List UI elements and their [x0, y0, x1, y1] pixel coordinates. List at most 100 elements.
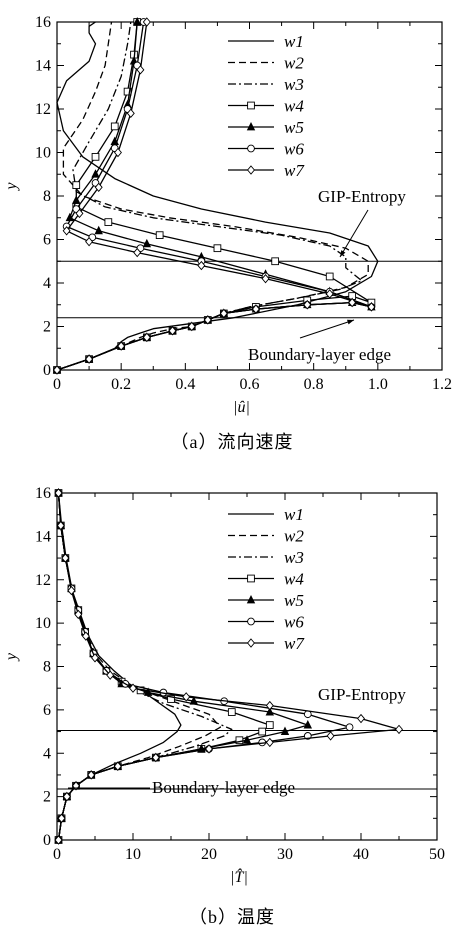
y-tick-label: 16 — [35, 14, 51, 31]
velocity-chart-panel: 0 0.2 0.4 0.6 0.8 1.0 1.2 0 2 4 6 8 10 12 14 16 |û| y w1 w2… — [3, 14, 452, 452]
legend-marker-w6 — [247, 617, 255, 626]
y-axis-label: y — [3, 652, 20, 662]
y-tick-label: 12 — [35, 572, 51, 589]
data-point-w7 — [54, 835, 63, 845]
x-tick-label: 40 — [353, 846, 369, 863]
legend-label-w6: w6 — [284, 140, 304, 159]
y-tick-label: 16 — [35, 485, 51, 502]
y-tick-label: 8 — [43, 659, 51, 676]
data-point-w7 — [56, 520, 65, 531]
legend-label-w5: w5 — [284, 118, 304, 137]
legend-marker-w7 — [247, 638, 255, 648]
data-point-w7 — [53, 365, 61, 375]
boundary-layer-edge-label: Boundary-layer edge — [152, 778, 295, 797]
legend-label-w5: w5 — [284, 591, 304, 610]
legend: w1 w2 w3 w4 w5 w6 w7 — [228, 505, 305, 653]
data-point-w4 — [258, 727, 267, 736]
data-point-w7 — [117, 341, 126, 351]
annotation-arrowhead — [347, 319, 354, 325]
temperature-caption: （b）温度 — [189, 907, 275, 927]
y-tick-label: 2 — [43, 789, 51, 806]
y-tick-label: 2 — [43, 319, 51, 336]
legend-marker-w5 — [246, 121, 256, 131]
data-point-w4 — [155, 231, 164, 240]
data-point-w4 — [265, 721, 274, 729]
x-axis-label: |û| — [233, 399, 250, 416]
data-point-w5 — [142, 238, 152, 248]
data-point-w7 — [133, 247, 142, 258]
y-tick-label: 14 — [35, 528, 51, 545]
data-point-w7 — [91, 653, 99, 663]
legend-label-w4: w4 — [284, 97, 304, 116]
data-point-w7 — [395, 724, 403, 735]
x-tick-label: 10 — [125, 846, 141, 863]
x-tick-label: 50 — [429, 846, 445, 863]
data-point-w5 — [265, 707, 275, 716]
data-point-w7 — [187, 321, 196, 332]
data-point-w7 — [348, 297, 357, 308]
data-point-w5 — [72, 195, 81, 204]
x-tick-label: 0.6 — [240, 376, 260, 393]
x-tick-label: 20 — [201, 846, 217, 863]
series-w7 — [54, 488, 403, 845]
data-point-w7 — [85, 236, 94, 247]
data-point-w7 — [62, 226, 71, 236]
data-point-w7 — [129, 683, 137, 693]
annotation-arrow — [339, 209, 369, 258]
legend-label-w2: w2 — [284, 54, 304, 73]
legend-label-w7: w7 — [284, 161, 305, 180]
data-point-w4 — [227, 708, 236, 716]
legend-label-w3: w3 — [284, 548, 304, 567]
y-tick-label: 6 — [43, 702, 51, 719]
data-point-w5 — [143, 687, 153, 696]
data-point-w7 — [81, 631, 90, 641]
x-tick-label: 30 — [277, 846, 293, 863]
data-point-w7 — [142, 17, 151, 27]
x-tick-label: 0.8 — [304, 376, 324, 393]
gip-entropy-label: GIP-Entropy — [318, 187, 406, 206]
y-tick-label: 14 — [35, 58, 51, 75]
data-point-w7 — [85, 354, 94, 364]
data-point-w5 — [280, 726, 290, 735]
data-point-w7 — [126, 108, 135, 119]
x-tick-label: 0.4 — [175, 376, 195, 393]
annotation-arrow — [299, 319, 355, 339]
legend-marker-w7 — [247, 165, 255, 175]
y-axis-label: y — [3, 182, 20, 192]
x-axis-label: |T̂| — [230, 867, 248, 886]
y-tick-label: 0 — [43, 362, 51, 379]
x-tick-label: 1.2 — [432, 376, 452, 393]
data-point-w4 — [72, 181, 81, 189]
data-point-w7 — [205, 744, 213, 754]
data-point-w4 — [271, 257, 280, 266]
series-w1 — [56, 21, 379, 371]
gip-entropy-label: GIP-Entropy — [318, 685, 406, 704]
data-point-w5 — [189, 696, 199, 705]
data-point-w7 — [265, 700, 274, 711]
y-tick-label: 4 — [43, 275, 51, 292]
data-point-w7 — [113, 761, 122, 771]
x-tick-label: 0.2 — [111, 376, 131, 393]
data-point-w7 — [75, 208, 84, 219]
data-point-w7 — [182, 692, 191, 702]
data-point-w5 — [132, 16, 142, 26]
data-point-w7 — [136, 65, 145, 75]
data-point-w7 — [57, 813, 66, 824]
y-tick-label: 10 — [35, 615, 51, 632]
data-point-w4 — [104, 218, 113, 226]
legend-marker-w4 — [247, 101, 255, 110]
velocity-chart: 0 0.2 0.4 0.6 0.8 1.0 1.2 0 2 4 6 8 10 12 14 16 |û| y w1 w2… — [3, 14, 452, 416]
legend-label-w1: w1 — [284, 505, 304, 524]
data-point-w4 — [213, 244, 222, 253]
legend-label-w3: w3 — [284, 75, 304, 94]
data-point-w7 — [326, 731, 335, 741]
data-point-w7 — [142, 332, 151, 343]
legend-marker-w4 — [247, 574, 255, 583]
data-point-w7 — [67, 585, 76, 596]
data-point-w5 — [303, 720, 313, 729]
data-point-w7 — [94, 182, 103, 192]
data-point-w7 — [251, 304, 260, 314]
legend-marker-w5 — [246, 594, 256, 604]
data-point-w7 — [113, 147, 122, 158]
x-tick-label: 1.0 — [368, 376, 388, 393]
